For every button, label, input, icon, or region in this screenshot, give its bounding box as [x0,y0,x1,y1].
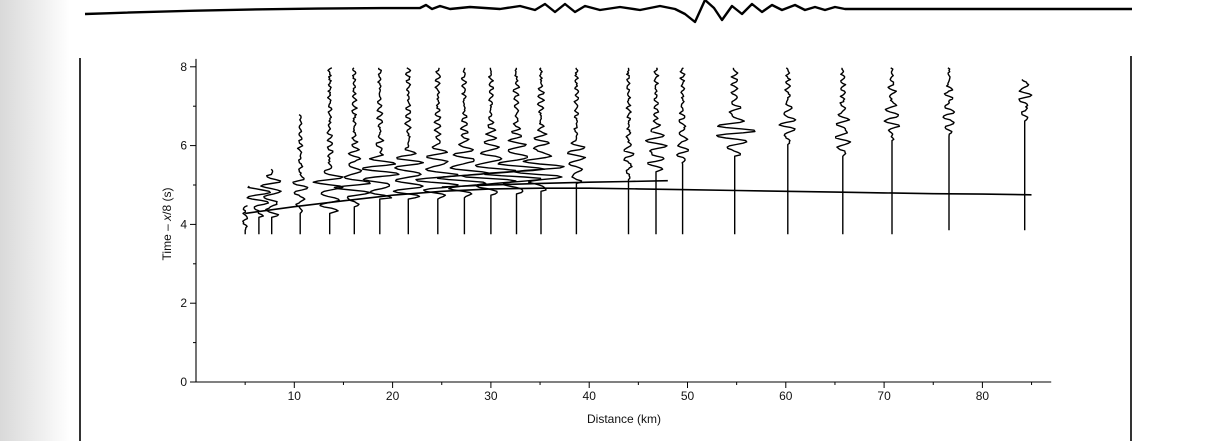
x-tick-label: 50 [681,389,695,403]
travel-time-curves [245,179,1032,215]
seismogram-trace [513,67,565,235]
seismogram-traces [242,67,1033,235]
x-axis-title: Distance (km) [587,412,661,426]
seismogram-trace [461,67,517,235]
seismogram-trace [437,67,490,235]
x-tick-label: 70 [877,389,891,403]
y-axis-title-prefix: Time – [160,221,174,261]
seismogram-trace [778,67,797,235]
seismogram-trace [716,67,756,235]
seismogram-trace [292,114,309,235]
seismogram-trace [942,67,956,231]
seismogram-trace [312,67,344,235]
x-tick-label: 10 [288,389,302,403]
seismogram-trace [392,67,424,235]
seismogram-trace [260,168,282,235]
seismogram-trace [333,67,371,235]
seismogram-trace [246,185,271,235]
travel-time-curve [245,187,1032,215]
y-axis-title: Time – x/8 (s) [160,188,174,261]
y-tick-label: 2 [180,296,187,310]
seismogram-trace [1018,79,1033,231]
seismogram-trace [415,67,459,235]
y-tick-label: 0 [180,375,187,389]
seismogram-trace [645,67,668,235]
y-tick-label: 8 [180,60,187,74]
y-axis-title-variable: x [160,214,174,222]
y-tick-label: 6 [180,139,187,153]
y-tick-label: 4 [180,217,187,231]
x-tick-label: 60 [779,389,793,403]
x-tick-label: 80 [976,389,990,403]
seismogram-trace [835,67,852,235]
seismogram-trace [361,67,400,235]
seismogram-trace [676,67,689,235]
x-tick-label: 30 [484,389,498,403]
seismogram-trace [623,67,635,235]
x-tick-label: 20 [386,389,400,403]
top-partial-trace [84,0,1132,24]
seismogram-trace [567,67,587,235]
page-edge-shadow [0,0,70,441]
seismogram-trace [883,67,901,235]
seismogram-trace [484,67,546,235]
seismogram-trace [242,204,249,235]
axes: 10 20 30 40 50 60 70 80 0 2 4 6 8 [180,58,1052,403]
y-axis-title-suffix: /8 (s) [160,188,174,215]
x-tick-label: 40 [583,389,597,403]
